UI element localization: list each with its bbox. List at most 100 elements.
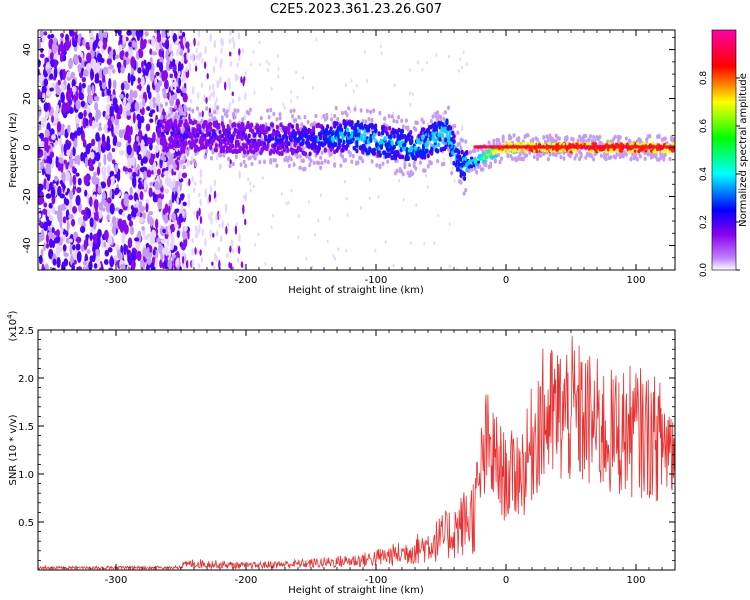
heat-cell — [494, 145, 498, 149]
heat-cell — [244, 92, 247, 101]
heat-cell — [39, 141, 45, 150]
heat-cell — [149, 217, 155, 226]
heat-cell — [53, 67, 58, 79]
heat-cell — [558, 149, 563, 153]
heat-cell — [158, 61, 164, 72]
heat-cell — [258, 40, 261, 45]
heat-cell — [163, 156, 167, 162]
heat-cell — [139, 191, 144, 201]
heat-cell — [435, 53, 438, 57]
heat-cell — [208, 193, 212, 203]
heat-cell — [127, 157, 132, 169]
heat-cell — [249, 188, 252, 193]
heat-cell — [48, 226, 52, 231]
heat-cell — [425, 148, 429, 154]
heat-cell — [522, 145, 525, 149]
heat-cell — [223, 137, 227, 142]
heat-cell — [127, 49, 132, 59]
heat-cell — [66, 142, 71, 150]
heat-cell — [406, 125, 410, 131]
heat-cell — [185, 66, 188, 73]
heat-cell — [43, 150, 48, 161]
heat-cell — [485, 145, 488, 149]
heat-cell — [90, 67, 95, 80]
heat-cell — [108, 267, 114, 270]
heat-cell — [571, 137, 575, 142]
y-tick-label: 40 — [22, 43, 33, 56]
heat-cell — [370, 122, 374, 128]
heat-cell — [109, 202, 115, 215]
heat-cell — [323, 158, 327, 164]
heat-cell — [116, 141, 122, 148]
heat-cell — [365, 108, 369, 114]
heat-cell — [113, 125, 120, 135]
heat-cell — [267, 126, 271, 132]
heat-cell — [462, 191, 466, 196]
heat-cell — [252, 184, 255, 189]
heat-cell — [244, 218, 247, 226]
heat-cell — [241, 47, 244, 54]
heat-cell — [51, 205, 56, 215]
heat-cell — [96, 52, 102, 63]
heat-cell — [179, 119, 183, 125]
heat-cell — [282, 147, 286, 153]
heat-cell — [532, 145, 535, 149]
heat-cell — [82, 38, 86, 47]
heat-cell — [78, 111, 84, 120]
heat-cell — [275, 163, 279, 168]
heat-cell — [355, 84, 358, 88]
heat-cell — [242, 204, 245, 215]
heat-cell — [177, 185, 180, 195]
heat-cell — [414, 127, 418, 132]
heat-cell — [156, 126, 162, 138]
heat-cell — [125, 51, 129, 58]
heat-cell — [663, 136, 667, 141]
heat-cell — [553, 145, 556, 149]
heat-cell — [660, 150, 664, 154]
heat-cell — [222, 108, 226, 113]
heat-cell — [69, 30, 74, 37]
heat-cell — [106, 214, 110, 221]
heat-cell — [650, 145, 654, 149]
heat-cell — [409, 91, 412, 95]
heat-cell — [77, 177, 82, 186]
heat-cell — [242, 127, 247, 132]
heat-cell — [199, 168, 203, 179]
heat-cell — [464, 156, 468, 162]
heat-cell — [426, 164, 430, 169]
heat-cell — [587, 137, 591, 143]
heat-cell — [141, 226, 145, 231]
heat-cell — [392, 111, 395, 116]
heat-cell — [102, 207, 106, 212]
heat-cell — [251, 129, 255, 134]
heat-cell — [535, 145, 539, 149]
heat-cell — [350, 120, 354, 125]
heat-cell — [38, 147, 41, 155]
heat-cell — [387, 114, 391, 119]
heat-cell — [169, 242, 174, 251]
heat-cell — [508, 145, 511, 149]
heat-cell — [218, 211, 221, 220]
heat-cell — [45, 181, 50, 191]
heat-cell — [38, 89, 41, 100]
heat-cell — [110, 222, 114, 228]
heat-cell — [219, 163, 223, 169]
heat-cell — [181, 31, 186, 38]
heat-cell — [535, 156, 539, 162]
heat-cell — [111, 132, 115, 137]
heat-cell — [664, 150, 668, 154]
heat-cell — [41, 158, 45, 170]
heat-cell — [227, 77, 230, 85]
heat-cell — [62, 184, 66, 190]
heat-cell — [551, 145, 554, 149]
heat-cell — [163, 170, 170, 177]
heat-cell — [86, 52, 92, 64]
heat-cell — [259, 116, 263, 121]
heat-cell — [68, 213, 74, 220]
heat-cell — [195, 228, 199, 239]
heat-cell — [236, 62, 239, 68]
heat-cell — [181, 55, 185, 64]
heat-cell — [409, 241, 412, 245]
heat-cell — [244, 192, 247, 202]
heat-cell — [164, 203, 169, 214]
